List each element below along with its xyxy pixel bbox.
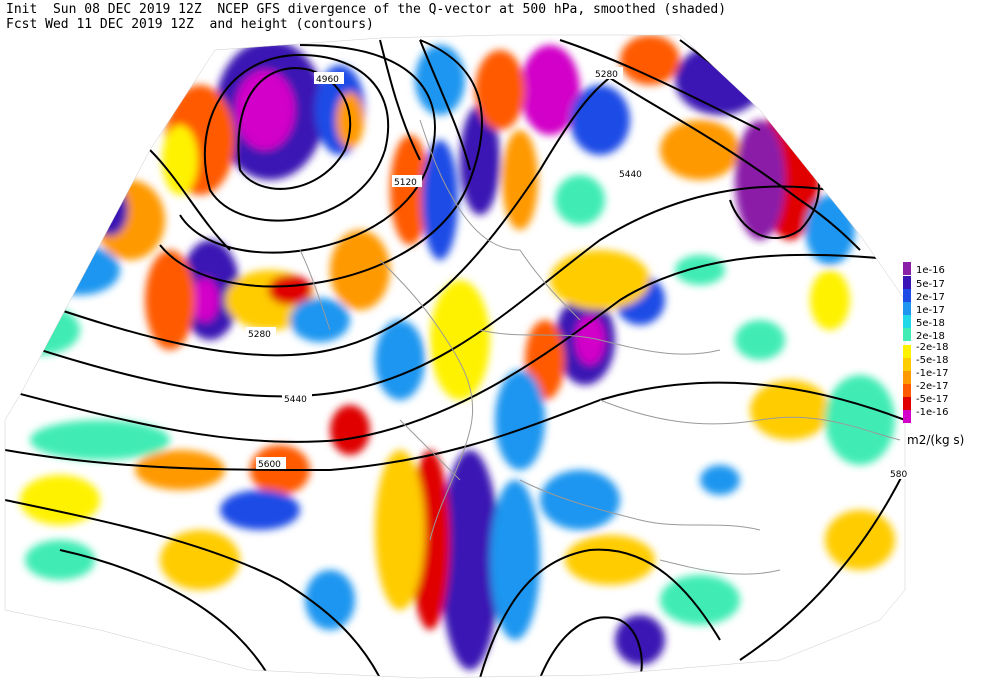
colorbar-label: -2e-17 (916, 381, 949, 392)
colorbar-swatch-neg-2e-17 (903, 384, 911, 397)
colorbar-swatch-1e-17 (903, 302, 911, 315)
colorbar-label: -5e-18 (916, 355, 949, 366)
colorbar-label: 5e-18 (916, 318, 945, 329)
contour-label-580: 580 (890, 470, 907, 480)
header-init-line: Init Sun 08 DEC 2019 12Z NCEP GFS diverg… (6, 2, 727, 17)
colorbar-swatch-neg-5e-17 (903, 397, 911, 410)
colorbar-label: 2e-17 (916, 292, 945, 303)
colorbar-label: -5e-17 (916, 394, 949, 405)
contour-label-5600: 5600 (258, 460, 281, 470)
colorbar-swatch-neg-2e-18 (903, 345, 911, 358)
colorbar-swatch-2e-17 (903, 289, 911, 302)
contour-label-5440-w: 5440 (284, 395, 307, 405)
colorbar-label: -1e-17 (916, 368, 949, 379)
contour-label-4960: 4960 (316, 75, 339, 85)
colorbar-swatch-1e-16 (903, 262, 911, 275)
header-forecast-line: Fcst Wed 11 DEC 2019 12Z and height (con… (6, 17, 374, 32)
colorbar-swatch-neg-5e-18 (903, 358, 911, 371)
map-domain-outline (4, 34, 906, 679)
colorbar-label: -1e-16 (916, 407, 949, 418)
contour-labels: 4960 5120 5280 5440 5280 5440 5600 580 (246, 67, 908, 480)
height-contours (5, 39, 905, 678)
contour-label-5280-w: 5280 (248, 330, 271, 340)
colorbar-swatch-5e-18 (903, 315, 911, 328)
colorbar-label: 1e-17 (916, 305, 945, 316)
colorbar-label: 1e-16 (916, 265, 945, 276)
contour-label-5440-ne: 5440 (619, 170, 642, 180)
colorbar-label: 2e-18 (916, 331, 945, 342)
colorbar-swatch-2e-18 (903, 328, 911, 341)
colorbar-swatch-neg-1e-16 (903, 410, 911, 423)
country-borders (299, 119, 901, 575)
shaded-divergence-field (5, 35, 905, 678)
colorbar-swatch-neg-1e-17 (903, 371, 911, 384)
colorbar-units: m2/(kg s) (907, 433, 965, 447)
colorbar-swatch-5e-17 (903, 276, 911, 289)
colorbar-label: -2e-18 (916, 342, 949, 353)
colorbar-label: 5e-17 (916, 279, 945, 290)
contour-label-5120: 5120 (394, 178, 417, 188)
contour-label-5280-ne: 5280 (595, 70, 618, 80)
